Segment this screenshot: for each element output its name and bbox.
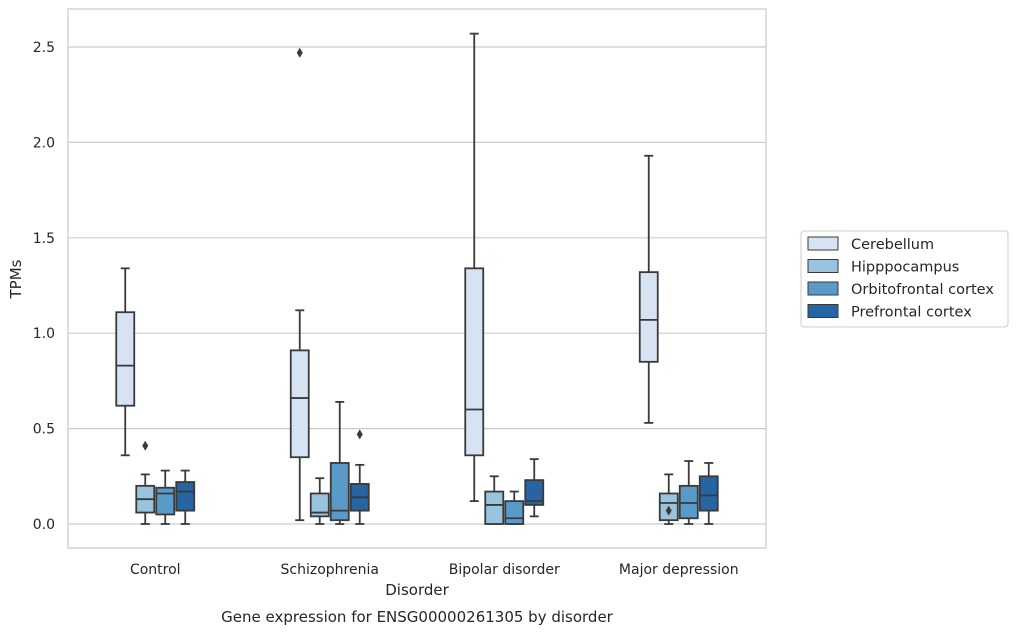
box-orbitofrontal-cortex [329,400,350,525]
y-tick-label: 2.0 [33,135,55,151]
box-iqr [115,311,136,407]
x-tick-labels: Control Schizophrenia Bipolar disorder Majo… [130,562,739,578]
box-iqr [155,486,176,516]
box-iqr [484,490,505,525]
plot-frame [67,8,767,549]
y-tick-label: 0.5 [33,422,55,438]
box-iqr [309,492,330,518]
box-iqr [329,462,350,522]
legend-frame [800,230,1009,328]
y-tick-label: 1.5 [33,231,55,247]
box-cerebellum [115,267,136,457]
box-prefrontal-cortex [524,458,545,518]
legend-label: Hipppocampus [851,260,959,276]
x-tick-label: Control [130,562,181,578]
legend-swatch [807,281,839,296]
y-tick-label: 0.0 [33,517,55,533]
outlier-point [142,440,149,451]
box-orbitofrontal-cortex [504,490,525,525]
box-iqr [464,267,485,457]
legend-label: Cerebellum [851,237,934,253]
box-prefrontal-cortex [349,429,370,525]
y-tick-labels: 0.0 0.5 1.0 1.5 2.0 2.5 [33,40,55,533]
y-tick-label: 2.5 [33,40,55,56]
outlier-point [665,505,672,516]
x-tick-label: Major depression [619,562,739,578]
chart-caption: Gene expression for ENSG00000261305 by d… [221,608,614,626]
box-hipppocampus [484,475,505,525]
outlier-point [296,47,303,58]
legend: Cerebellum Hipppocampus Orbitofrontal cort… [800,230,1009,328]
legend-swatch [807,304,839,318]
x-tick-label: Schizophrenia [281,562,379,578]
box-iqr [289,349,310,459]
box-hipppocampus [658,473,679,525]
box-layer [115,32,719,525]
y-tick-label: 1.0 [33,326,55,342]
box-hipppocampus [309,477,330,525]
box-iqr [175,481,196,512]
box-iqr [524,479,545,506]
box-orbitofrontal-cortex [678,460,699,525]
box-prefrontal-cortex [698,462,719,525]
box-orbitofrontal-cortex [155,469,176,525]
x-axis-title: Disorder [385,581,449,599]
box-cerebellum [464,32,485,503]
box-hipppocampus [135,440,156,525]
legend-label: Prefrontal cortex [851,305,972,321]
box-iqr [638,271,659,363]
legend-swatch [807,259,839,273]
box-iqr [504,500,525,525]
grid-layer [68,46,766,525]
legend-swatch [807,236,839,251]
outlier-point [356,429,363,440]
box-prefrontal-cortex [175,469,196,525]
x-tick-label: Bipolar disorder [449,562,560,578]
box-cerebellum [289,47,310,522]
y-axis-title: TPMs [7,259,25,299]
box-iqr [678,484,699,520]
box-cerebellum [638,154,659,424]
legend-label: Orbitofrontal cortex [851,282,994,298]
box-iqr [698,475,719,512]
